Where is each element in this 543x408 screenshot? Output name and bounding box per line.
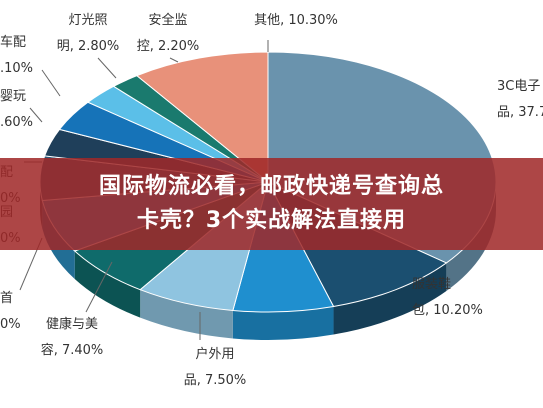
slice-label-4: 首 0% [0,291,21,332]
leader-line-3 [85,261,113,313]
slice-label-2: 户外用品, 7.50% [184,346,247,388]
slice-label-10: 安全监控, 2.20% [137,12,200,54]
slice-label-0: 3C电子品, 37.7 [497,79,543,120]
banner-line-1: 国际物流必看，邮政快递号查询总 [98,174,444,199]
slice-label-1: 服装鞋包, 10.20% [412,276,483,318]
leader-line-9 [97,57,117,79]
pie-slice-11 [135,51,269,184]
slice-label-11: 其他, 10.30% [254,13,338,28]
pie-side-1 [333,262,447,335]
leader-line-7 [29,107,43,123]
pie-side-2 [232,306,334,340]
title-banner: 国际物流必看，邮政快递号查询总 卡壳？3个实战解法直接用 [0,158,543,250]
slice-label-8: 车配.10% [0,34,33,76]
banner-line-2: 卡壳？3个实战解法直接用 [136,208,407,233]
pie-side-4 [74,250,141,318]
leader-line-10 [169,57,179,63]
pie-side-0 [446,182,496,291]
slice-label-7: 婴玩.60% [0,89,33,130]
leader-lines [19,40,269,340]
leader-line-8 [41,69,61,97]
slice-label-3: 健康与美容, 7.40% [41,316,104,358]
slice-label-9: 灯光照明, 2.80% [57,13,120,54]
pie-side-3 [140,289,233,339]
